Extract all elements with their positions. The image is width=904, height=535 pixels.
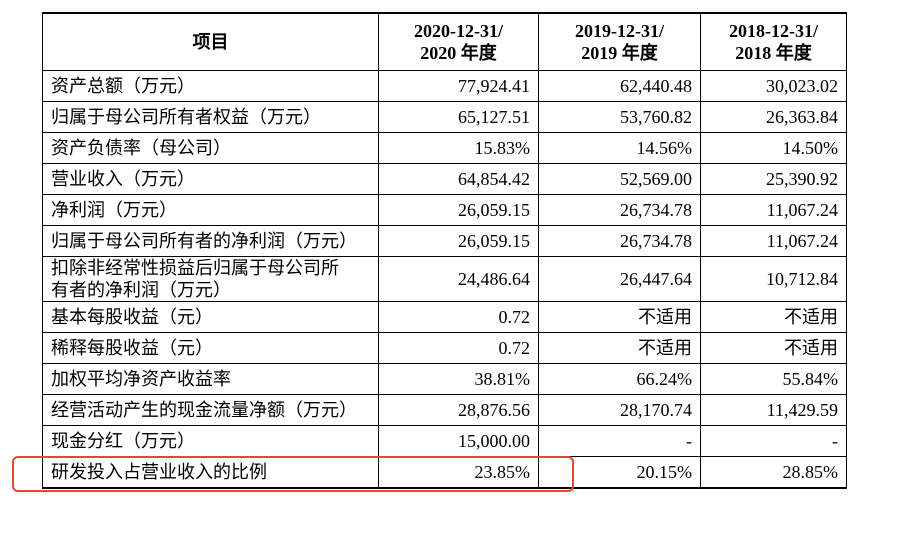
- highlight-box: [12, 456, 574, 492]
- value-cell: 38.81%: [378, 363, 539, 395]
- header-cell: 2018-12-31/2018 年度: [700, 12, 847, 71]
- table-row: 经营活动产生的现金流量净额（万元） 28,876.56 28,170.74 11,42…: [42, 394, 847, 426]
- value-cell: 26,447.64: [538, 256, 701, 302]
- value-cell: 11,067.24: [700, 225, 847, 257]
- value-cell: 25,390.92: [700, 163, 847, 195]
- value-cell: 28.85%: [700, 456, 847, 489]
- row-label: 加权平均净资产收益率: [42, 363, 379, 395]
- row-label: 资产总额（万元）: [42, 70, 379, 102]
- value-cell: -: [700, 425, 847, 457]
- table-row: 加权平均净资产收益率 38.81% 66.24% 55.84%: [42, 363, 847, 395]
- cell-line: 2020-12-31/: [414, 21, 503, 41]
- header-cell: 2020-12-31/2020 年度: [378, 12, 539, 71]
- value-cell: 77,924.41: [378, 70, 539, 102]
- value-cell: 不适用: [700, 332, 847, 364]
- value-cell: 64,854.42: [378, 163, 539, 195]
- value-cell: 66.24%: [538, 363, 701, 395]
- table-row: 基本每股收益（元） 0.72 不适用 不适用: [42, 301, 847, 333]
- cell-line: 2019 年度: [581, 43, 658, 63]
- header-cell: 项目: [42, 12, 379, 71]
- cell-line: 2018 年度: [735, 43, 812, 63]
- row-label: 研发投入占营业收入的比例: [42, 456, 379, 489]
- row-label: 归属于母公司所有者权益（万元）: [42, 101, 379, 133]
- row-label: 经营活动产生的现金流量净额（万元）: [42, 394, 379, 426]
- cell-line: 2020 年度: [420, 43, 497, 63]
- value-cell: 11,067.24: [700, 194, 847, 226]
- financial-table: 项目 2020-12-31/2020 年度 2019-12-31/2019 年度 20…: [42, 12, 847, 489]
- table-row: 现金分红（万元） 15,000.00- -: [42, 425, 847, 457]
- value-cell: 65,127.51: [378, 101, 539, 133]
- row-label: 归属于母公司所有者的净利润（万元）: [42, 225, 379, 257]
- table-row: 归属于母公司所有者的净利润（万元） 26,059.15 26,734.78 11,06…: [42, 225, 847, 257]
- value-cell: 14.50%: [700, 132, 847, 164]
- cell-line: 2019-12-31/: [575, 21, 664, 41]
- cell-line: 有者的净利润（万元）: [51, 280, 231, 300]
- table-row: 研发投入占营业收入的比例 23.85% 20.15% 28.85%: [42, 456, 847, 489]
- table-row: 归属于母公司所有者权益（万元） 65,127.51 53,760.82 26,363.…: [42, 101, 847, 133]
- value-cell: 30,023.02: [700, 70, 847, 102]
- header-row: 项目 2020-12-31/2020 年度 2019-12-31/2019 年度 20…: [42, 12, 847, 71]
- value-cell: 26,734.78: [538, 225, 701, 257]
- value-cell: 26,734.78: [538, 194, 701, 226]
- value-cell: 14.56%: [538, 132, 701, 164]
- row-label: 净利润（万元）: [42, 194, 379, 226]
- value-cell: 52,569.00: [538, 163, 701, 195]
- cell-line: 2018-12-31/: [729, 21, 818, 41]
- table-row: 营业收入（万元） 64,854.42 52,569.00 25,390.92: [42, 163, 847, 195]
- value-cell: -: [538, 425, 701, 457]
- table-row: 扣除非经常性损益后归属于母公司所 有者的净利润（万元） 24,486.64 26,44…: [42, 256, 847, 302]
- value-cell: 11,429.59: [700, 394, 847, 426]
- value-cell: 28,876.56: [378, 394, 539, 426]
- value-cell: 15,000.00: [378, 425, 539, 457]
- table-row: 资产负债率（母公司） 15.83% 14.56% 14.50%: [42, 132, 847, 164]
- value-cell: 不适用: [538, 332, 701, 364]
- value-cell: 不适用: [538, 301, 701, 333]
- value-cell: 0.72: [378, 332, 539, 364]
- value-cell: 53,760.82: [538, 101, 701, 133]
- row-label: 基本每股收益（元）: [42, 301, 379, 333]
- value-cell: 26,059.15: [378, 194, 539, 226]
- row-label: 资产负债率（母公司）: [42, 132, 379, 164]
- row-label: 营业收入（万元）: [42, 163, 379, 195]
- cell-line: 扣除非经常性损益后归属于母公司所: [51, 258, 339, 278]
- value-cell: 55.84%: [700, 363, 847, 395]
- table-row: 稀释每股收益（元） 0.72 不适用 不适用: [42, 332, 847, 364]
- row-label: 稀释每股收益（元）: [42, 332, 379, 364]
- table-row: 净利润（万元） 26,059.15 26,734.78 11,067.24: [42, 194, 847, 226]
- row-label: 扣除非经常性损益后归属于母公司所 有者的净利润（万元）: [42, 256, 379, 302]
- value-cell: 24,486.64: [378, 256, 539, 302]
- value-cell: 62,440.48: [538, 70, 701, 102]
- value-cell: 26,059.15: [378, 225, 539, 257]
- value-cell: 15.83%: [378, 132, 539, 164]
- value-cell: 0.72: [378, 301, 539, 333]
- table-row: 资产总额（万元） 77,924.41 62,440.48 30,023.02: [42, 70, 847, 102]
- header-cell: 2019-12-31/2019 年度: [538, 12, 701, 71]
- value-cell: 28,170.74: [538, 394, 701, 426]
- value-cell: 10,712.84: [700, 256, 847, 302]
- value-cell: 不适用: [700, 301, 847, 333]
- value-cell: 26,363.84: [700, 101, 847, 133]
- row-label: 现金分红（万元）: [42, 425, 379, 457]
